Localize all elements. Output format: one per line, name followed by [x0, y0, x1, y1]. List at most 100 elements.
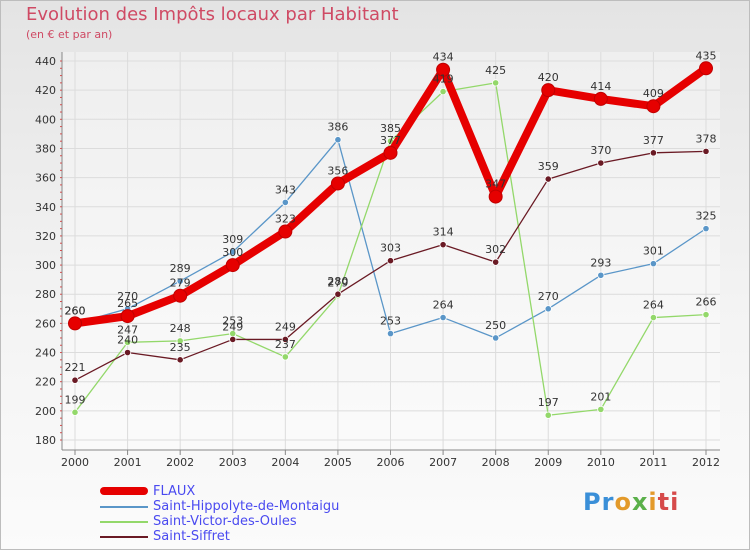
data-label: 325 — [696, 210, 717, 223]
x-tick-label: 2012 — [692, 456, 720, 469]
data-label: 309 — [222, 233, 243, 246]
logo-letter: i — [648, 488, 658, 516]
data-point — [330, 176, 345, 191]
data-point — [439, 88, 447, 96]
y-tick-label: 400 — [35, 113, 56, 126]
data-point — [492, 334, 500, 342]
legend-swatch-flaux — [100, 487, 148, 495]
chart-legend: FLAUX Saint-Hippolyte-de-Montaigu Saint-… — [100, 484, 400, 544]
chart-title: Evolution des Impôts locaux par Habitant — [26, 4, 399, 25]
data-label: 260 — [65, 304, 86, 317]
data-label: 347 — [485, 178, 506, 191]
data-label: 420 — [538, 71, 559, 84]
data-point — [702, 225, 710, 233]
data-label: 197 — [538, 396, 559, 409]
data-point — [123, 348, 132, 357]
x-tick-label: 2004 — [271, 456, 299, 469]
y-tick-label: 300 — [35, 259, 56, 272]
data-label: 303 — [380, 242, 401, 255]
data-point — [649, 149, 658, 157]
data-label: 314 — [433, 226, 454, 239]
legend-item-saint-victor: Saint-Victor-des-Oules — [100, 514, 400, 529]
proxiti-logo: Proxiti — [583, 488, 679, 516]
data-label: 260 — [65, 304, 86, 317]
x-tick-label: 2008 — [482, 456, 510, 469]
data-point — [544, 411, 552, 419]
x-tick-label: 2009 — [534, 456, 562, 469]
data-point — [334, 290, 342, 298]
data-label: 378 — [696, 132, 717, 145]
data-point — [492, 79, 500, 87]
y-tick-label: 240 — [35, 347, 56, 360]
legend-item-saint-hippolyte: Saint-Hippolyte-de-Montaigu — [100, 499, 400, 514]
chart-subtitle: (en € et par an) — [26, 28, 113, 41]
data-point — [176, 356, 184, 364]
y-tick-label: 280 — [35, 288, 56, 301]
data-label: 356 — [327, 164, 348, 177]
data-label: 377 — [380, 134, 401, 147]
data-point — [225, 258, 240, 273]
data-label: 293 — [590, 256, 611, 269]
data-label: 280 — [327, 275, 348, 288]
x-tick-label: 2005 — [324, 456, 352, 469]
data-label: 199 — [65, 393, 86, 406]
data-point — [386, 329, 395, 338]
data-label: 385 — [380, 122, 401, 135]
x-tick-label: 2011 — [639, 456, 667, 469]
logo-letter: r — [601, 488, 615, 516]
data-point — [71, 376, 79, 384]
data-point — [646, 99, 661, 114]
data-label: 377 — [643, 134, 664, 147]
x-tick-label: 2006 — [377, 456, 405, 469]
data-label: 300 — [222, 246, 243, 259]
data-point — [593, 91, 608, 106]
data-label: 323 — [275, 213, 296, 226]
data-label: 247 — [117, 323, 138, 336]
data-point — [597, 405, 605, 413]
data-point — [71, 408, 79, 416]
data-point — [176, 277, 184, 285]
data-label: 264 — [433, 299, 454, 312]
data-label: 386 — [327, 121, 348, 134]
y-tick-label: 260 — [35, 317, 56, 330]
y-tick-label: 320 — [35, 230, 56, 243]
data-label: 301 — [643, 245, 664, 258]
x-tick-label: 2007 — [429, 456, 457, 469]
data-point — [334, 136, 342, 144]
legend-swatch-saint-victor — [100, 521, 148, 523]
legend-item-flaux: FLAUX — [100, 484, 400, 499]
data-label: 370 — [590, 144, 611, 157]
logo-letter: x — [631, 488, 649, 516]
data-label: 270 — [538, 290, 559, 303]
y-tick-label: 340 — [35, 201, 56, 214]
y-tick-label: 380 — [35, 142, 56, 155]
data-label: 435 — [696, 49, 717, 62]
data-point — [492, 258, 500, 266]
data-label: 240 — [117, 334, 138, 347]
y-tick-label: 200 — [35, 405, 56, 418]
data-point — [281, 198, 289, 206]
y-tick-label: 220 — [35, 376, 56, 389]
data-point — [229, 335, 237, 344]
y-tick-label: 420 — [35, 84, 56, 97]
data-point — [383, 145, 398, 160]
data-label: 302 — [485, 243, 506, 256]
data-label: 425 — [485, 64, 506, 77]
data-point — [281, 353, 289, 361]
data-point — [173, 288, 188, 303]
data-point — [702, 147, 710, 155]
x-tick-label: 2010 — [587, 456, 615, 469]
data-point — [68, 316, 82, 331]
logo-letter: i — [670, 488, 680, 516]
legend-item-saint-siffret: Saint-Siffret — [100, 529, 400, 544]
x-tick-label: 2001 — [114, 456, 142, 469]
data-label: 289 — [170, 262, 191, 275]
legend-label: Saint-Hippolyte-de-Montaigu — [153, 499, 340, 514]
data-point — [541, 83, 556, 98]
data-label: 253 — [380, 315, 401, 328]
data-label: 434 — [433, 51, 454, 64]
data-label: 201 — [590, 390, 611, 403]
data-label: 221 — [65, 361, 86, 374]
data-point — [699, 61, 713, 76]
